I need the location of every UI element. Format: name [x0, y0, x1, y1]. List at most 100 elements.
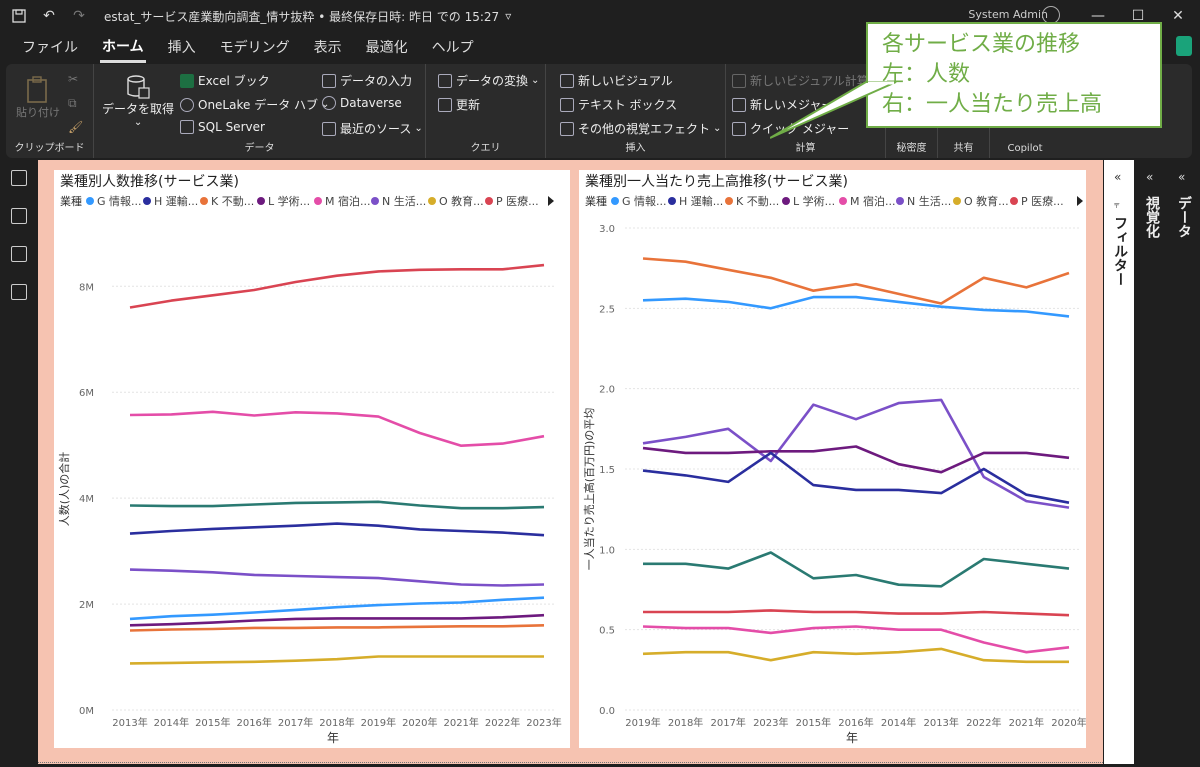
- legend-marker: [725, 197, 733, 205]
- new-measure-button[interactable]: 新しいメジャー: [732, 96, 833, 113]
- menu-modeling[interactable]: モデリング: [219, 40, 290, 56]
- cut-icon[interactable]: ✂: [68, 72, 79, 86]
- chevron-left-icon[interactable]: «: [1114, 170, 1122, 184]
- onelake-button[interactable]: OneLake データ ハブ ⌄: [180, 96, 329, 113]
- refresh-button[interactable]: 更新: [438, 96, 480, 113]
- legend-marker: [668, 197, 676, 205]
- maximize-button[interactable]: ☐: [1131, 8, 1145, 24]
- calculator-icon: [732, 97, 746, 112]
- quick-measure-icon: [732, 121, 746, 136]
- visuals-icon: [560, 121, 574, 136]
- paste-button[interactable]: 貼り付け: [16, 76, 60, 120]
- report-canvas[interactable]: 業種別人数推移(サービス業) 業種 G 情報... H 運輸... K 不動... L 学…: [38, 160, 1103, 764]
- menu-file[interactable]: ファイル: [22, 40, 78, 56]
- chevron-left-icon[interactable]: «: [1146, 170, 1154, 184]
- x-tick-label: 2023年: [526, 716, 561, 729]
- sql-server-button[interactable]: SQL Server: [180, 120, 265, 134]
- copy-icon[interactable]: ⧉: [68, 96, 77, 110]
- quick-measure-label: クイック メジャー: [750, 122, 850, 136]
- excel-button[interactable]: Excel ブック: [180, 72, 270, 89]
- quick-measure-button[interactable]: クイック メジャー: [732, 120, 849, 137]
- menu-help[interactable]: ヘルプ: [431, 40, 474, 56]
- dataverse-button[interactable]: Dataverse: [322, 96, 402, 110]
- legend-label: P 医療...: [1021, 194, 1064, 208]
- y-axis-label: 一人当たり売上高(百万円)の平均: [582, 408, 596, 571]
- chevron-down-icon: ⌄: [713, 123, 722, 134]
- ribbon-group-clipboard: 貼り付け ✂ ⧉ 🖌 クリップボード: [6, 64, 94, 158]
- legend-marker: [143, 197, 151, 205]
- recent-sources-button[interactable]: 最近のソース ⌄: [322, 120, 423, 137]
- menu-view[interactable]: 表示: [313, 40, 342, 56]
- y-tick-label: 2.0: [599, 385, 615, 396]
- x-tick-label: 2021年: [443, 716, 478, 729]
- menu-insert[interactable]: 挿入: [167, 40, 196, 56]
- transform-data-button[interactable]: データの変換 ⌄: [438, 72, 539, 89]
- excel-icon: [180, 73, 194, 88]
- textbox-icon: [560, 97, 574, 112]
- chevron-left-icon[interactable]: «: [1178, 170, 1186, 184]
- calc-group-label: 計算: [795, 143, 816, 154]
- ribbon-group-insert: 新しいビジュアル テキスト ボックス その他の視覚エフェクト ⌄ 挿入: [546, 64, 726, 158]
- x-tick-label: 2013年: [923, 716, 958, 729]
- copilot-badge[interactable]: [1176, 36, 1192, 56]
- textbox-label: テキスト ボックス: [578, 98, 678, 112]
- new-visual-calc-button[interactable]: 新しいビジュアル計算: [732, 72, 869, 89]
- callout-line-1: 各サービス業の推移: [882, 32, 1081, 57]
- redo-icon[interactable]: ↷: [73, 8, 85, 24]
- clipboard-icon: [27, 76, 47, 103]
- filter-pane-label[interactable]: フィルター: [1112, 216, 1128, 286]
- enter-data-button[interactable]: データの入力: [322, 72, 412, 89]
- get-data-button[interactable]: データを取得 ⌄: [102, 74, 174, 128]
- user-name[interactable]: System Admin: [968, 8, 1048, 21]
- chevron-down-icon[interactable]: ▿: [505, 9, 512, 23]
- recent-sources-label: 最近のソース: [340, 122, 412, 136]
- menu-home[interactable]: ホーム: [100, 32, 146, 63]
- undo-icon[interactable]: ↶: [43, 8, 55, 24]
- save-icon[interactable]: [8, 5, 30, 27]
- model-view-icon[interactable]: [11, 246, 27, 262]
- textbox-button[interactable]: テキスト ボックス: [560, 96, 677, 113]
- series-line: [643, 551, 1070, 588]
- data-pane[interactable]: « データ: [1168, 160, 1198, 764]
- legend-marker: [257, 197, 265, 205]
- chart-card-sales-per-person[interactable]: 業種別一人当たり売上高推移(サービス業) 業種 G 情報... H 運輸... K 不動…: [579, 170, 1087, 748]
- legend-label: H 運輸...: [679, 194, 723, 208]
- filter-pane[interactable]: « ⫧ フィルター: [1104, 160, 1134, 764]
- series-line: [642, 625, 1070, 654]
- y-tick-label: 3.0: [599, 224, 615, 235]
- x-tick-label: 2021年: [1009, 716, 1044, 729]
- y-tick-label: 0M: [79, 706, 94, 717]
- paste-label: 貼り付け: [16, 106, 60, 119]
- page-tabs-strip: [38, 762, 1103, 766]
- sales-per-person-line-chart[interactable]: 業種別一人当たり売上高推移(サービス業) 業種 G 情報... H 運輸... K 不動…: [579, 170, 1087, 748]
- table-icon: [322, 73, 336, 88]
- x-tick-label: 2022年: [966, 716, 1001, 729]
- annotation-callout: 各サービス業の推移 左：人数 右：一人当たり売上高: [866, 22, 1162, 128]
- close-button[interactable]: ✕: [1172, 8, 1184, 24]
- report-view-icon[interactable]: [11, 170, 27, 186]
- minimize-button[interactable]: —: [1091, 8, 1105, 24]
- menu-optimize[interactable]: 最適化: [365, 40, 408, 56]
- headcount-line-chart[interactable]: 業種別人数推移(サービス業) 業種 G 情報... H 運輸... K 不動... L 学…: [54, 170, 570, 748]
- series-line: [642, 451, 1070, 504]
- table-view-icon[interactable]: [11, 208, 27, 224]
- chart-title: 業種別人数推移(サービス業): [60, 174, 239, 190]
- series-line: [129, 655, 544, 665]
- y-tick-label: 1.0: [599, 545, 615, 556]
- visualize-pane-label[interactable]: 視覚化: [1144, 196, 1160, 238]
- visualize-pane[interactable]: « 視覚化: [1136, 160, 1166, 764]
- chart-card-headcount[interactable]: 業種別人数推移(サービス業) 業種 G 情報... H 運輸... K 不動... L 学…: [54, 170, 570, 748]
- document-title[interactable]: estat_サービス産業動向調査_情サ抜粋 • 最終保存日時: 昨日 での 15…: [104, 9, 500, 24]
- series-line: [129, 522, 545, 537]
- legend-label: P 医療...: [496, 194, 539, 208]
- y-tick-label: 8M: [79, 282, 94, 293]
- dax-query-view-icon[interactable]: [11, 284, 27, 300]
- sensitivity-group-label: 秘密度: [896, 143, 927, 154]
- copilot-group-label: Copilot: [1007, 143, 1043, 154]
- series-line: [643, 609, 1070, 617]
- new-visual-button[interactable]: 新しいビジュアル: [560, 72, 673, 89]
- format-painter-icon[interactable]: 🖌: [68, 120, 84, 134]
- more-visuals-button[interactable]: その他の視覚エフェクト ⌄: [560, 120, 721, 137]
- data-pane-label[interactable]: データ: [1176, 196, 1192, 238]
- y-tick-label: 2.5: [599, 304, 615, 315]
